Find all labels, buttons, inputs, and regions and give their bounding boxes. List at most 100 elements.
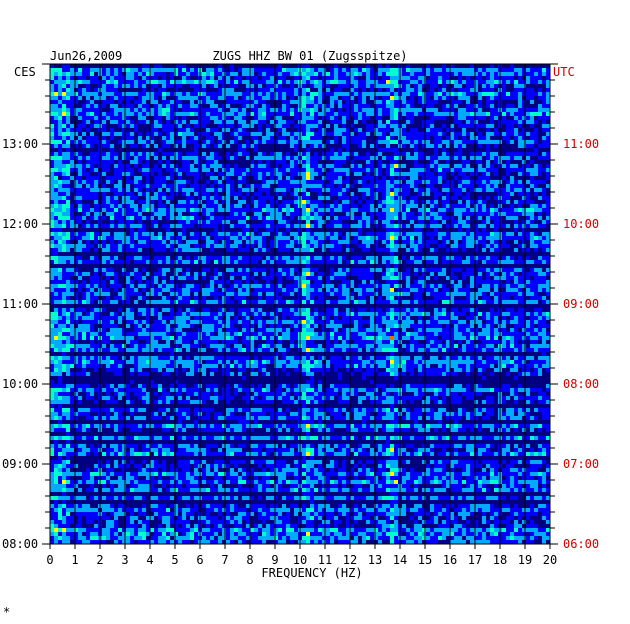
heatmap-cell (546, 308, 550, 312)
heatmap-cell (406, 120, 410, 124)
heatmap-cell (306, 236, 310, 240)
heatmap-cell (110, 104, 114, 108)
heatmap-cell (158, 300, 162, 304)
heatmap-cell (254, 204, 258, 208)
heatmap-cell (310, 184, 314, 188)
heatmap-cell (506, 300, 510, 304)
heatmap-cell (254, 296, 258, 300)
heatmap-cell (82, 256, 86, 260)
heatmap-cell (262, 156, 266, 160)
heatmap-cell (94, 84, 98, 88)
heatmap-cell (214, 136, 218, 140)
heatmap-cell (302, 280, 306, 284)
heatmap-cell (518, 208, 522, 212)
heatmap-cell (254, 212, 258, 216)
heatmap-cell (202, 64, 206, 68)
heatmap-cell (458, 232, 462, 236)
heatmap-cell (86, 252, 90, 256)
heatmap-cell (158, 280, 162, 284)
heatmap-cell (406, 296, 410, 300)
heatmap-cell (514, 204, 518, 208)
heatmap-cell (110, 92, 114, 96)
heatmap-cell (210, 100, 214, 104)
heatmap-cell (202, 216, 206, 220)
heatmap-cell (538, 104, 542, 108)
heatmap-cell (118, 328, 122, 332)
heatmap-cell (82, 64, 86, 68)
heatmap-cell (170, 160, 174, 164)
heatmap-cell (122, 152, 126, 156)
heatmap-cell (58, 160, 62, 164)
heatmap-cell (482, 192, 486, 196)
heatmap-cell (146, 272, 150, 276)
heatmap-cell (74, 160, 78, 164)
heatmap-cell (186, 316, 190, 320)
heatmap-cell (322, 168, 326, 172)
heatmap-cell (62, 304, 66, 308)
heatmap-cell (106, 280, 110, 284)
heatmap-cell (362, 140, 366, 144)
heatmap-cell (58, 240, 62, 244)
heatmap-cell (230, 224, 234, 228)
heatmap-cell (186, 308, 190, 312)
heatmap-cell (90, 128, 94, 132)
heatmap-cell (462, 92, 466, 96)
heatmap-cell (410, 320, 414, 324)
heatmap-cell (418, 260, 422, 264)
heatmap-cell (250, 192, 254, 196)
heatmap-cell (134, 232, 138, 236)
heatmap-cell (514, 64, 518, 68)
heatmap-cell (126, 88, 130, 92)
heatmap-cell (354, 232, 358, 236)
heatmap-cell (342, 232, 346, 236)
heatmap-cell (118, 244, 122, 248)
heatmap-cell (162, 320, 166, 324)
heatmap-cell (542, 148, 546, 152)
heatmap-cell (218, 232, 222, 236)
heatmap-cell (222, 204, 226, 208)
heatmap-cell (362, 228, 366, 232)
heatmap-cell (414, 156, 418, 160)
heatmap-cell (54, 308, 58, 312)
heatmap-cell (294, 88, 298, 92)
heatmap-cell (378, 252, 382, 256)
heatmap-cell (226, 208, 230, 212)
heatmap-cell (226, 132, 230, 136)
heatmap-cell (394, 132, 398, 136)
heatmap-cell (122, 308, 126, 312)
heatmap-cell (382, 172, 386, 176)
heatmap-cell (394, 96, 398, 100)
heatmap-cell (458, 68, 462, 72)
heatmap-cell (438, 300, 442, 304)
heatmap-cell (358, 252, 362, 256)
heatmap-cell (306, 100, 310, 104)
heatmap-cell (486, 200, 490, 204)
heatmap-cell (270, 132, 274, 136)
heatmap-cell (266, 264, 270, 268)
heatmap-cell (410, 200, 414, 204)
heatmap-cell (250, 204, 254, 208)
heatmap-cell (394, 284, 398, 288)
heatmap-cell (114, 120, 118, 124)
heatmap-cell (242, 188, 246, 192)
heatmap-cell (490, 196, 494, 200)
heatmap-cell (294, 140, 298, 144)
heatmap-cell (482, 148, 486, 152)
heatmap-cell (94, 220, 98, 224)
heatmap-cell (190, 284, 194, 288)
heatmap-cell (150, 296, 154, 300)
heatmap-cell (394, 72, 398, 76)
heatmap-cell (226, 284, 230, 288)
heatmap-cell (526, 260, 530, 264)
heatmap-cell (290, 136, 294, 140)
heatmap-cell (342, 120, 346, 124)
heatmap-cell (454, 200, 458, 204)
heatmap-cell (378, 72, 382, 76)
heatmap-cell (206, 64, 210, 68)
heatmap-cell (430, 124, 434, 128)
heatmap-cell (82, 236, 86, 240)
heatmap-cell (262, 304, 266, 308)
heatmap-cell (406, 276, 410, 280)
heatmap-cell (482, 320, 486, 324)
heatmap-cell (302, 176, 306, 180)
